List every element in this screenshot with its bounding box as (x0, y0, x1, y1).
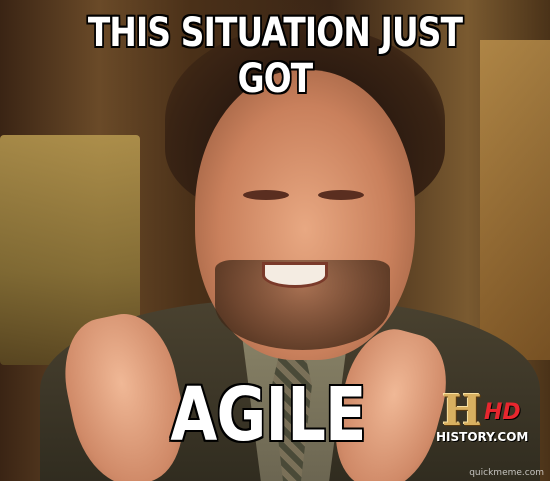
meme-top-caption: THIS SITUATION JUST GOT (87, 10, 463, 102)
watermark: quickmeme.com (469, 468, 544, 478)
background-wall-panel (480, 40, 550, 360)
logo-h-letter: H (442, 386, 482, 435)
right-eye (318, 190, 364, 200)
meme-bottom-caption: AGILE (170, 372, 366, 458)
logo-site-text: HISTORY.COM (436, 430, 529, 444)
history-channel-logo: H HD HISTORY.COM (436, 390, 536, 460)
mouth (262, 262, 328, 288)
left-eye (243, 190, 289, 200)
logo-hd-badge: HD (484, 400, 521, 425)
